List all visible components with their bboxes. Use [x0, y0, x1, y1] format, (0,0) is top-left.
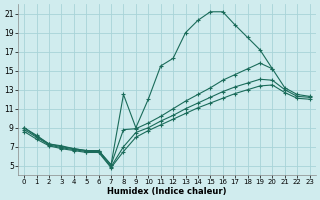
- X-axis label: Humidex (Indice chaleur): Humidex (Indice chaleur): [107, 187, 227, 196]
